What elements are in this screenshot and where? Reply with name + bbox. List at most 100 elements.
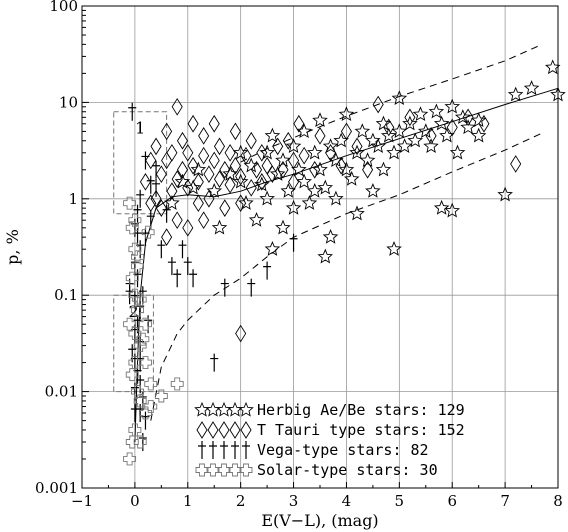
star-point	[402, 115, 418, 131]
y-tick-label: 0.001	[35, 479, 78, 497]
star-point	[449, 144, 466, 160]
star-point	[306, 183, 323, 198]
diamond-point	[192, 194, 204, 213]
cross-point	[144, 377, 158, 391]
diamond-point	[510, 155, 522, 173]
diamond-point	[150, 189, 162, 208]
diamond-point	[161, 122, 173, 141]
diamond-point	[150, 137, 162, 156]
x-tick-label: 1	[183, 492, 193, 510]
star-point	[444, 98, 461, 114]
x-tick-label: 4	[342, 492, 352, 510]
star-point	[211, 219, 228, 235]
diamond-point	[176, 131, 189, 150]
star-point	[396, 138, 413, 153]
legend-cross-marker	[217, 463, 231, 477]
star-point	[359, 152, 376, 168]
diamond-point	[198, 211, 210, 230]
diamond-point	[404, 108, 416, 127]
x-tick-label: 0	[130, 492, 140, 510]
diamond-point	[261, 156, 273, 175]
region-box-label: 1	[135, 119, 145, 138]
star-point	[544, 59, 561, 75]
diamond-point	[425, 126, 437, 145]
legend-cross-marker	[195, 463, 209, 477]
star-point	[412, 106, 429, 122]
diamond-point	[171, 97, 183, 116]
star-point	[375, 115, 392, 131]
star-point	[386, 241, 402, 256]
legend-star-marker	[238, 401, 254, 417]
diamond-point	[314, 126, 326, 145]
star-point	[454, 109, 471, 124]
cross-point	[133, 435, 147, 449]
star-point	[417, 123, 434, 139]
diamond-point	[182, 218, 194, 237]
cross-series	[123, 196, 184, 466]
cross-point	[141, 225, 155, 239]
cross-point	[128, 213, 142, 227]
cross-point	[131, 259, 144, 273]
cross-point	[128, 242, 142, 256]
star-point	[296, 173, 312, 189]
legend-diamond-marker	[207, 421, 219, 439]
star-point	[428, 103, 445, 119]
legend-entry: Solar-type stars: 30	[257, 461, 438, 479]
diamond-point	[446, 118, 458, 137]
legend-star-marker	[205, 401, 221, 417]
diamond-point	[309, 160, 321, 179]
star-point	[164, 195, 180, 210]
dagger-point	[133, 204, 142, 223]
star-point	[259, 144, 275, 160]
diamond-point	[219, 160, 231, 179]
x-tick-label: 6	[447, 492, 457, 510]
star-point	[470, 127, 487, 143]
cross-point	[139, 356, 152, 370]
diamond-point	[335, 156, 347, 175]
legend-entry: Herbig Ae/Be stars: 129	[257, 401, 465, 419]
diamond-point	[139, 172, 151, 191]
cross-point	[131, 385, 144, 399]
diamond-point	[277, 160, 289, 179]
dagger-point	[128, 102, 137, 121]
star-point	[349, 144, 365, 160]
diamond-point	[272, 137, 284, 156]
star-point	[349, 205, 365, 221]
cross-point	[125, 271, 139, 285]
diamond-point	[208, 151, 220, 170]
dagger-point	[263, 261, 272, 280]
star-point	[301, 195, 318, 210]
star-point	[444, 202, 461, 218]
star-point	[380, 127, 397, 143]
legend-cross-marker	[228, 463, 242, 477]
star-point	[439, 127, 455, 143]
diamond-point	[462, 108, 474, 127]
star-point	[317, 248, 334, 264]
dashed-model-curve	[150, 132, 543, 421]
y-tick-label: 0.01	[45, 383, 78, 401]
star-point	[391, 90, 408, 106]
axis-ticks: −1 0 1 2 3 4 5 6 7 8 0.001 0.01 0.1 1 10 100	[35, 0, 563, 510]
cross-point	[144, 400, 158, 413]
diamond-point	[192, 172, 204, 191]
cross-point	[154, 389, 168, 403]
diamond-point	[171, 211, 183, 230]
star-point	[354, 123, 371, 139]
legend-entry: Vega-type stars: 82	[257, 441, 429, 459]
star-point	[433, 199, 450, 215]
star-point	[338, 161, 355, 177]
diamond-point	[161, 228, 173, 247]
diamond-point	[224, 143, 236, 162]
y-tick-label: 1	[68, 190, 78, 208]
cross-point	[139, 317, 152, 331]
diamond-point	[213, 170, 226, 188]
cross-point	[128, 288, 142, 302]
diamond-point	[256, 143, 268, 162]
cross-point	[128, 356, 142, 370]
star-point	[470, 112, 487, 128]
diamond-point	[235, 167, 247, 186]
legend-cross-marker	[206, 463, 220, 477]
star-point	[497, 186, 513, 202]
legend-star-marker	[227, 401, 243, 417]
